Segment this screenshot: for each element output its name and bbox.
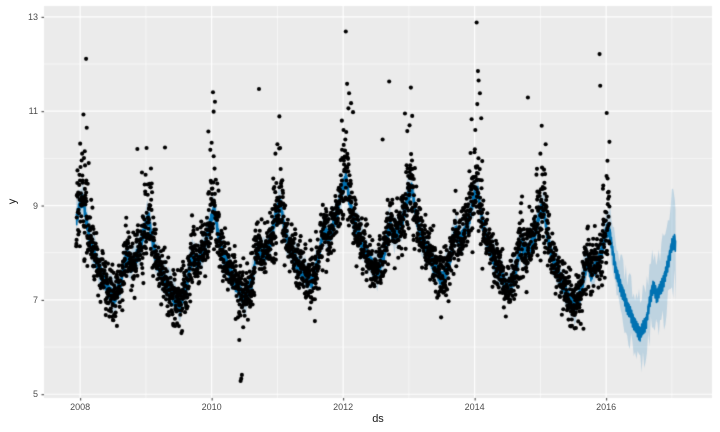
x-tick-label: 2012	[333, 402, 354, 412]
x-tick-label: 2010	[201, 402, 222, 412]
y-tick-label: 11	[28, 106, 38, 117]
y-tick-label: 5	[32, 389, 38, 400]
x-tick-label: 2014	[464, 402, 485, 412]
y-tick-label: 13	[27, 11, 38, 22]
y-tick-label: 9	[32, 200, 38, 211]
x-axis-title: ds	[372, 413, 384, 425]
x-tick-label: 2008	[70, 402, 91, 412]
x-tick-label: 2016	[596, 402, 617, 412]
y-tick-label: 7	[32, 294, 38, 305]
